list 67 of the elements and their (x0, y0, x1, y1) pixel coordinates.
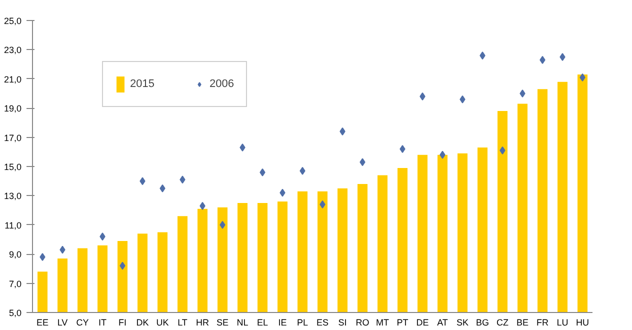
y-tick-label: 23,0 (4, 45, 22, 56)
point (540, 56, 546, 64)
point (100, 232, 106, 241)
x-tick-label: AT (437, 318, 448, 328)
x-tick-label: FR (536, 318, 549, 328)
x-tick-label: CY (76, 318, 89, 328)
point (420, 92, 426, 100)
legend-label: 2015 (130, 78, 154, 90)
x-tick-label: LT (178, 318, 188, 328)
point (500, 146, 506, 154)
x-tick-label: SE (216, 318, 229, 328)
x-tick-label: BE (516, 318, 529, 328)
y-tick-label: 11,0 (4, 220, 22, 230)
x-tick-label: DE (416, 318, 429, 328)
y-tick-label: 15,0 (4, 162, 22, 172)
x-tick-label: UK (156, 318, 169, 328)
point (60, 246, 66, 254)
x-tick-label: NL (236, 318, 248, 328)
point (440, 150, 446, 159)
y-tick-label: 7,0 (8, 278, 22, 289)
x-tick-label: FI (118, 318, 126, 328)
x-tick-label: RO (356, 318, 370, 328)
point (260, 168, 266, 176)
y-tick-label: 25,0 (4, 16, 22, 26)
x-tick-label: PT (396, 318, 409, 328)
point (560, 53, 566, 61)
point (220, 220, 226, 229)
point (300, 166, 306, 175)
point (320, 200, 326, 208)
point (180, 176, 186, 184)
point (580, 73, 586, 82)
y-tick-label: 17,0 (4, 132, 22, 143)
x-tick-label: SI (338, 318, 347, 328)
point (480, 52, 486, 60)
point (40, 253, 46, 262)
point (340, 127, 346, 136)
x-tick-label: IE (278, 318, 287, 328)
point (360, 158, 366, 166)
y-tick-label: 19,0 (4, 104, 22, 114)
x-tick-label: DK (136, 318, 149, 328)
point (200, 202, 206, 210)
x-tick-label: EL (256, 318, 268, 328)
x-tick-label: LV (57, 318, 68, 328)
x-tick-label: CZ (496, 318, 509, 328)
x-tick-label: HU (576, 318, 589, 328)
y-tick-label: 13,0 (4, 191, 22, 202)
point (520, 90, 526, 98)
point (140, 177, 146, 186)
point (120, 262, 126, 270)
point (400, 144, 406, 153)
x-tick-label: MT (376, 318, 390, 328)
y-tick-label: 9,0 (8, 250, 22, 260)
point (280, 188, 286, 197)
x-tick-label: PL (296, 318, 308, 328)
y-tick-label: 5,0 (8, 308, 22, 318)
point (240, 144, 246, 152)
legend-label: 2006 (209, 78, 234, 90)
x-tick-label: SK (456, 318, 469, 328)
x-tick-label: IT (98, 318, 107, 328)
x-tick-label: EE (36, 318, 49, 328)
x-tick-label: LU (556, 318, 568, 328)
y-tick-label: 21,0 (4, 74, 22, 84)
point (160, 184, 166, 192)
x-tick-label: BG (476, 318, 490, 328)
x-tick-label: HR (196, 318, 210, 328)
x-tick-label: ES (316, 318, 329, 328)
point (460, 95, 466, 104)
